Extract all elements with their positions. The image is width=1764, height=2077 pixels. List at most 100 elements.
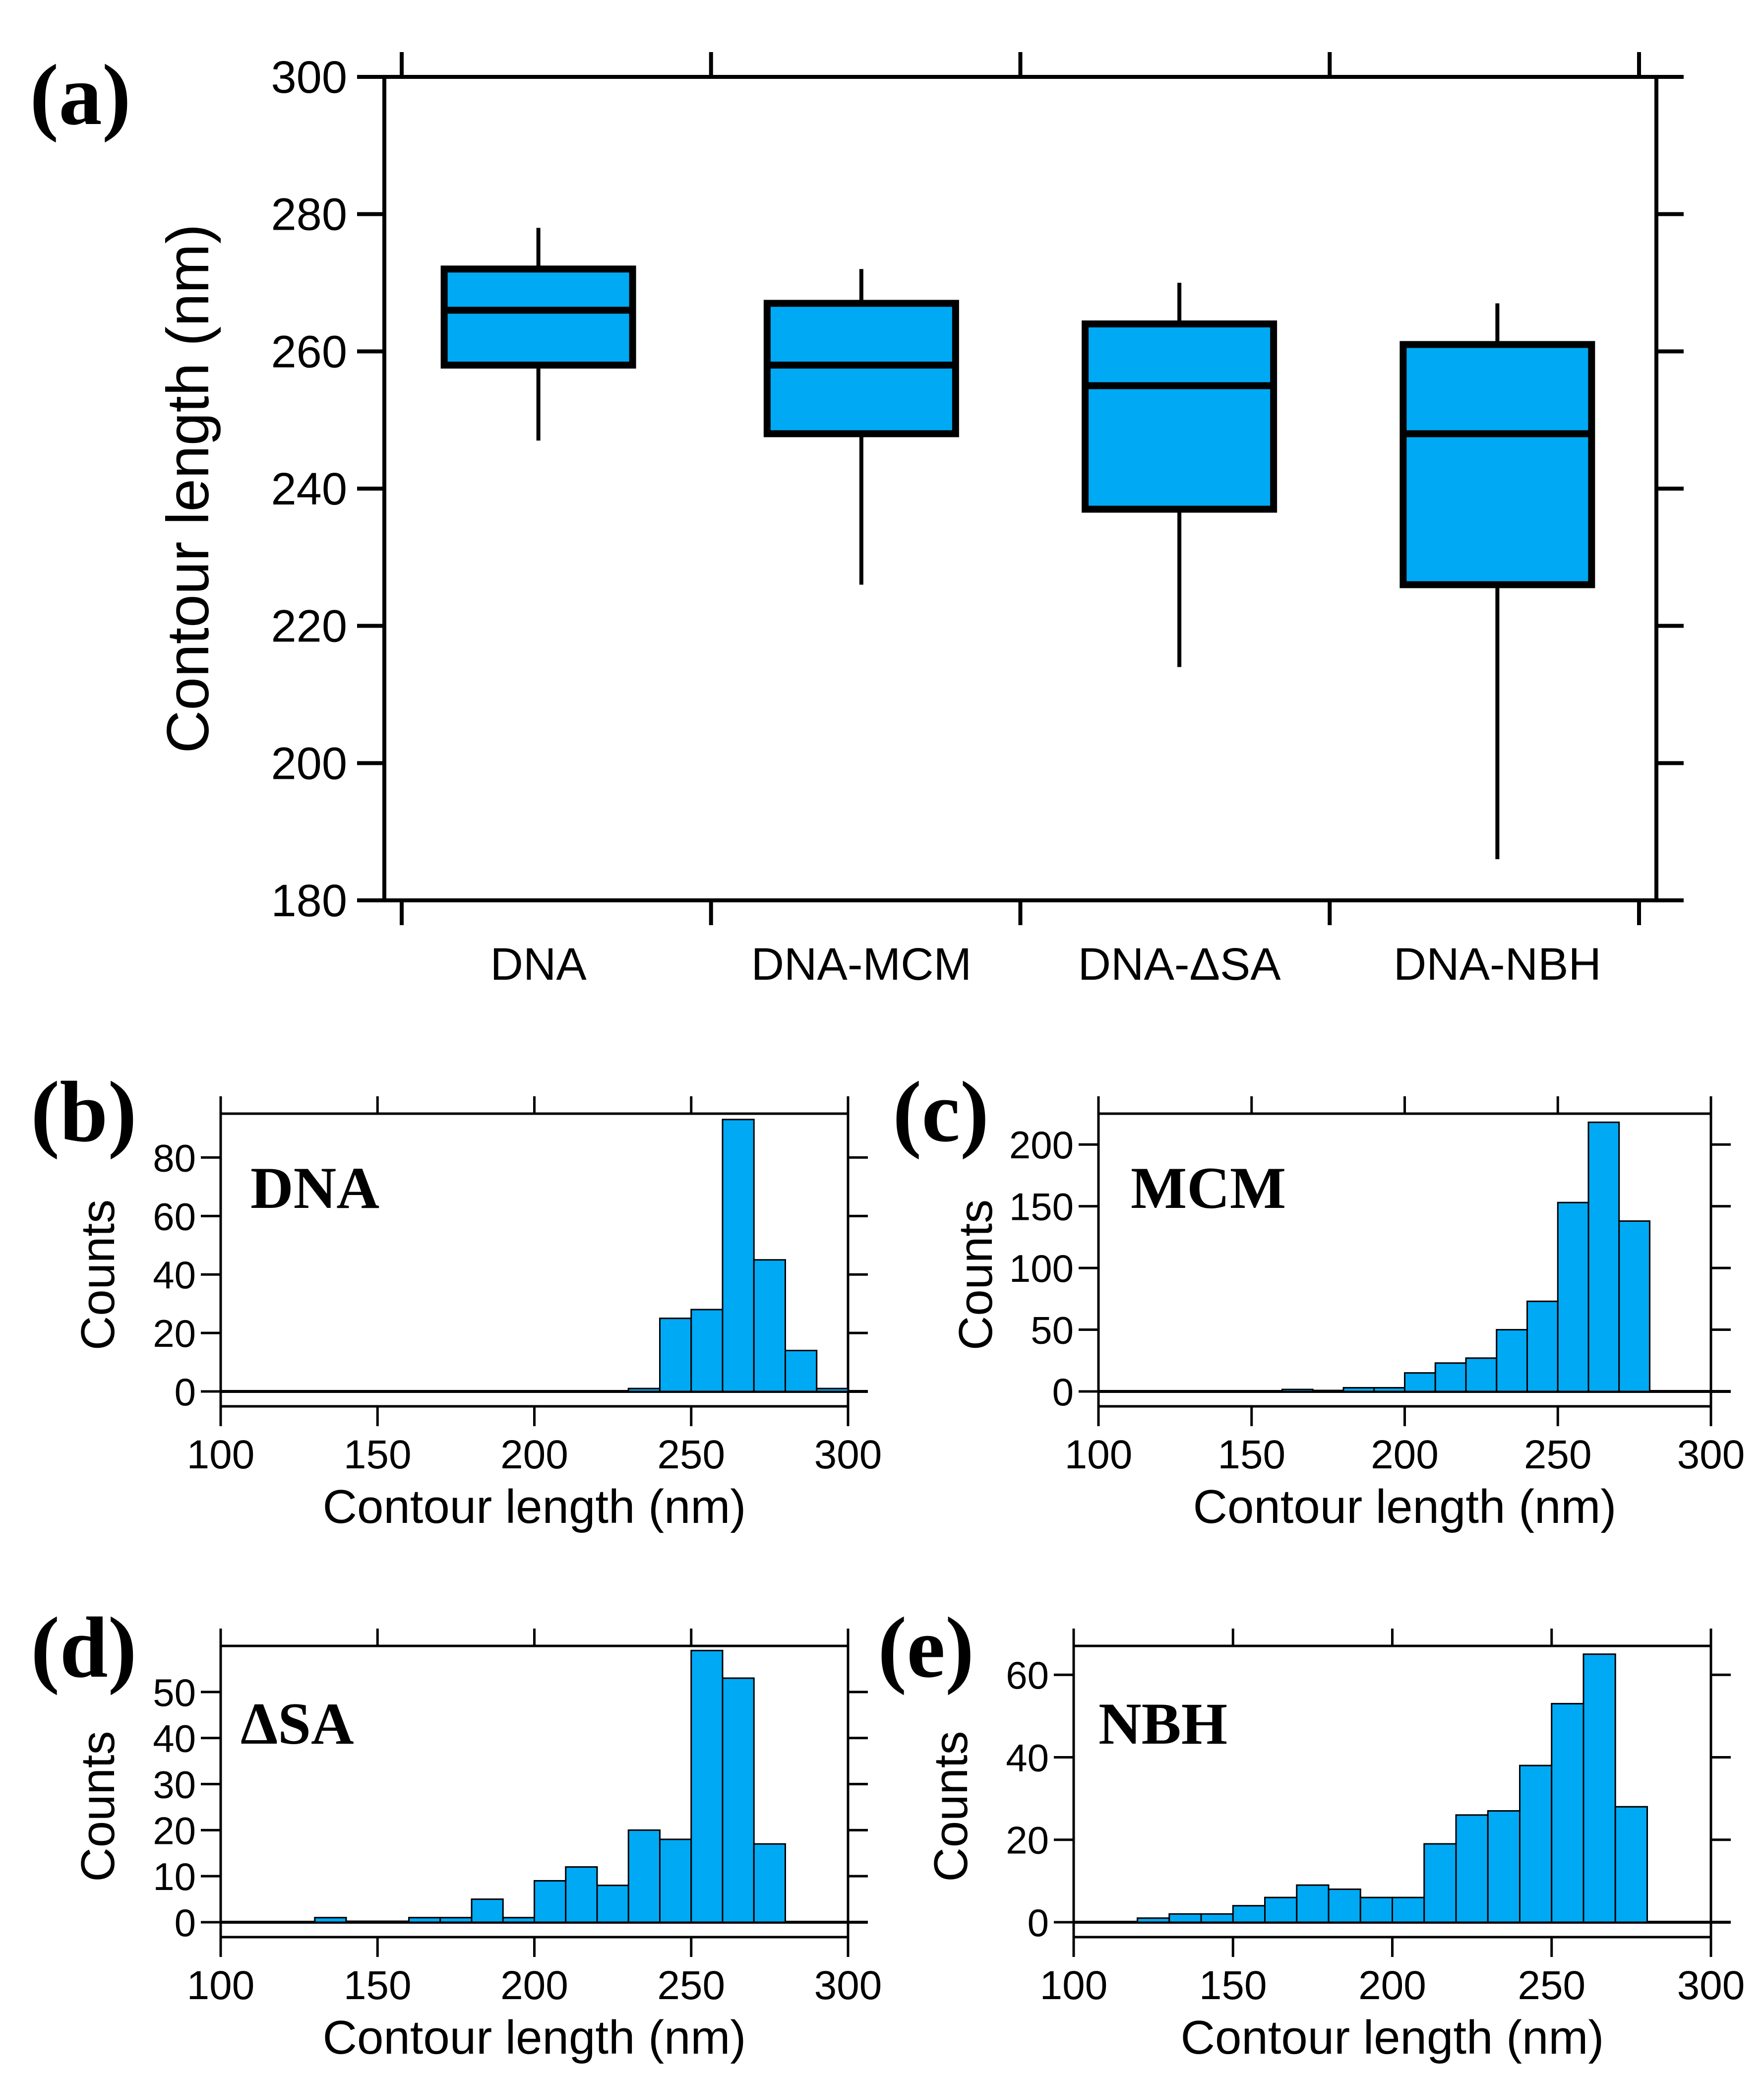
histogram-bar [1281, 1388, 1314, 1392]
histogram-bar [314, 1917, 347, 1923]
histogram-bar [1137, 1917, 1170, 1923]
panel-label: (a) [30, 47, 131, 143]
y-tick-label: 10 [153, 1855, 196, 1898]
histogram-bar [408, 1917, 441, 1923]
histogram-bar [627, 1829, 661, 1923]
x-category-label: DNA-ΔSA [1078, 939, 1281, 990]
x-tick-label: 250 [1518, 1963, 1585, 2008]
histogram-bar [1328, 1888, 1361, 1923]
histogram-bar [1496, 1329, 1528, 1392]
y-tick-label: 240 [271, 464, 348, 514]
histogram-bar [502, 1917, 535, 1923]
panel-label: (b) [31, 1064, 137, 1160]
x-tick-label: 150 [344, 1432, 412, 1477]
y-tick-label: 0 [1052, 1370, 1074, 1414]
histogram-bar [690, 1309, 724, 1392]
panel-annotation: DNA [250, 1155, 379, 1221]
x-tick-label: 100 [187, 1432, 255, 1477]
y-tick-label: 80 [153, 1136, 196, 1180]
histogram-bar [659, 1318, 692, 1392]
histogram-bar [1587, 1121, 1620, 1392]
x-tick-label: 250 [657, 1432, 725, 1477]
y-tick-label: 100 [1009, 1247, 1074, 1290]
histogram-bar [1232, 1905, 1266, 1923]
histogram-bar [1404, 1372, 1436, 1392]
y-tick-label: 60 [153, 1195, 196, 1238]
y-tick-label: 50 [1031, 1309, 1074, 1352]
histogram-bar [1359, 1896, 1393, 1923]
y-tick-label: 20 [153, 1312, 196, 1355]
box-iqr [1399, 341, 1595, 588]
y-tick-label: 30 [153, 1763, 196, 1807]
panel-annotation: ΔSA [241, 1691, 354, 1757]
histogram-bar [1618, 1220, 1650, 1392]
x-tick-label: 300 [814, 1432, 882, 1477]
y-axis-label: Counts [924, 1731, 977, 1882]
x-tick-label: 150 [1199, 1963, 1267, 2008]
y-axis-label: Contour length (nm) [155, 224, 221, 753]
box-iqr [1082, 320, 1277, 513]
x-tick-label: 150 [1217, 1432, 1285, 1477]
x-tick-label: 200 [500, 1432, 568, 1477]
histogram-bar [1557, 1201, 1589, 1392]
x-tick-label: 250 [657, 1963, 725, 2008]
histogram-bar [345, 1920, 378, 1923]
histogram-bar [596, 1885, 629, 1923]
histogram-bar [1200, 1913, 1234, 1923]
y-tick-label: 40 [153, 1717, 196, 1761]
y-tick-label: 20 [1006, 1819, 1049, 1862]
y-axis-label: Counts [71, 1731, 124, 1882]
histogram-bar [1465, 1357, 1498, 1392]
histogram-bar [627, 1387, 661, 1392]
y-tick-label: 280 [271, 189, 348, 240]
box-iqr [440, 265, 636, 369]
histogram-bar [722, 1677, 755, 1923]
y-axis-label: Counts [71, 1199, 124, 1350]
histogram-bar [816, 1387, 849, 1392]
x-axis-label: Contour length (nm) [323, 1480, 746, 1533]
panel-a: 180 200 220 240 260 280 300 Contour length (nm)… [30, 47, 1684, 990]
x-tick-label: 200 [500, 1963, 568, 2008]
y-tick-label: 150 [1009, 1185, 1074, 1229]
histogram-bar [1487, 1810, 1521, 1923]
panel-annotation: NBH [1098, 1691, 1227, 1757]
panel-label: (c) [893, 1064, 989, 1160]
histogram-bar [690, 1649, 724, 1923]
panel-e: 100 150 200 250 300 0 20 40 60 Contour length (nm… [878, 1599, 1745, 2064]
y-tick-label: 40 [153, 1253, 196, 1297]
x-axis-label: Contour length (nm) [323, 2011, 746, 2064]
histogram-bar [1434, 1362, 1467, 1392]
x-category-label: DNA-MCM [751, 939, 972, 990]
histogram-bar [565, 1866, 598, 1923]
x-tick-label: 200 [1358, 1963, 1426, 2008]
histogram-bar [439, 1917, 473, 1923]
y-tick-label: 0 [175, 1370, 196, 1414]
histogram-bar [722, 1119, 755, 1392]
panel-label: (d) [31, 1599, 137, 1696]
panel-b: 100 150 200 250 300 0 20 40 60 80 Contour length (… [31, 1064, 882, 1533]
x-tick-label: 250 [1524, 1432, 1592, 1477]
x-tick-label: 300 [814, 1963, 882, 2008]
histogram-bar [1614, 1806, 1648, 1923]
histogram-bar [1519, 1764, 1553, 1923]
x-tick-label: 300 [1677, 1963, 1745, 2008]
y-tick-label: 200 [1009, 1123, 1074, 1167]
y-tick-label: 0 [175, 1901, 196, 1945]
histogram-bar [1526, 1300, 1559, 1392]
histogram-bar [471, 1898, 504, 1923]
x-axis-label: Contour length (nm) [1181, 2011, 1604, 2064]
y-tick-label: 200 [271, 738, 348, 789]
y-tick-label: 260 [271, 326, 348, 377]
histogram-bar [659, 1838, 692, 1923]
x-tick-label: 100 [1065, 1432, 1133, 1477]
y-tick-label: 50 [153, 1671, 196, 1714]
histogram-bar [785, 1349, 818, 1392]
histogram-bar [1264, 1896, 1298, 1923]
histogram-bar [1392, 1896, 1425, 1923]
box-DNA [440, 228, 636, 441]
histogram-bar [376, 1920, 410, 1923]
panel-annotation: MCM [1131, 1155, 1286, 1221]
y-tick-label: 180 [271, 876, 348, 926]
